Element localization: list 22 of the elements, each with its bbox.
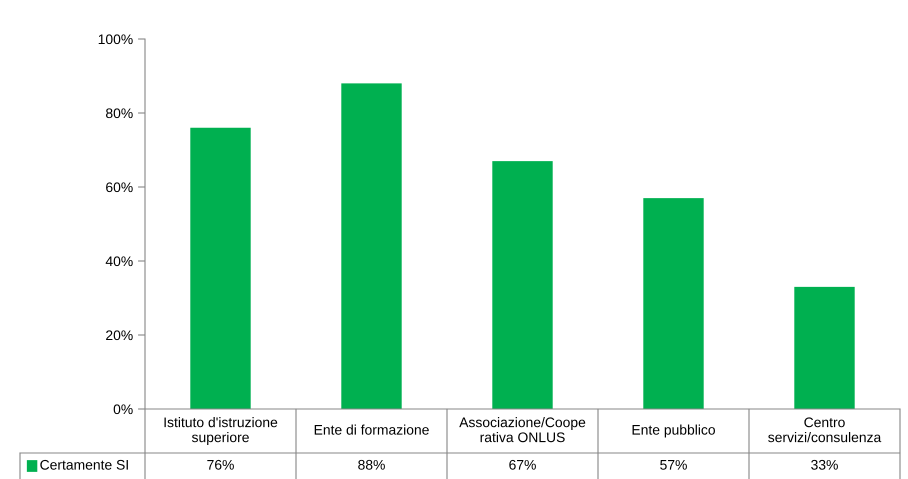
x-tick-label: Centro servizi/consulenza <box>768 417 882 442</box>
x-tick-label: Associazione/Coope rativa ONLUS <box>459 417 586 442</box>
bar <box>794 286 855 409</box>
x-tick-label: Istituto d'istruzione superiore <box>164 417 278 445</box>
bar <box>341 83 402 409</box>
bar <box>643 198 704 409</box>
y-tick-label: 40% <box>106 256 133 266</box>
y-tick-label: 0% <box>114 404 133 414</box>
bar <box>190 128 251 409</box>
y-tick-label: 80% <box>106 108 133 118</box>
data-label: 76% <box>207 460 234 470</box>
data-label: 57% <box>660 460 687 470</box>
x-tick-label: Ente pubblico <box>632 424 716 438</box>
data-label: 33% <box>811 460 838 470</box>
y-tick-label: 60% <box>106 182 133 192</box>
y-tick-label: 100% <box>98 34 133 44</box>
x-tick-label: Ente di formazione <box>314 424 429 435</box>
y-tick-label: 20% <box>106 330 133 340</box>
data-label: 67% <box>509 460 536 470</box>
bar <box>492 161 553 409</box>
data-label: 88% <box>358 460 385 470</box>
legend-label: Certamente SI <box>40 460 128 470</box>
